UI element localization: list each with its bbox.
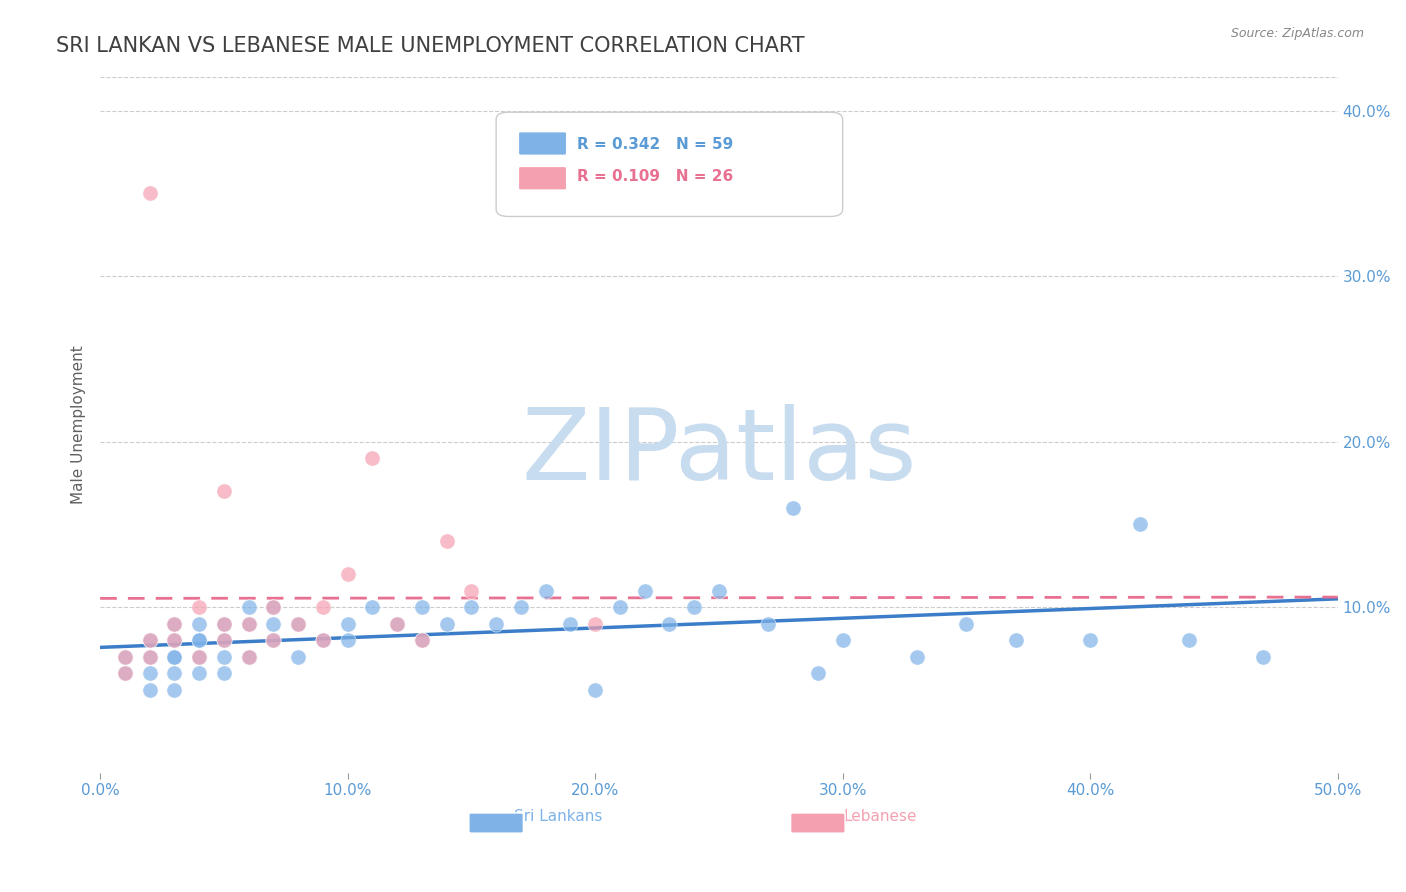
Text: R = 0.342   N = 59: R = 0.342 N = 59 <box>576 136 733 152</box>
Point <box>955 616 977 631</box>
Point <box>163 649 186 664</box>
Point <box>1253 649 1275 664</box>
Point <box>560 616 582 631</box>
Point <box>361 451 384 466</box>
Point <box>262 633 284 648</box>
Point <box>163 633 186 648</box>
Point <box>114 649 136 664</box>
Point <box>460 583 482 598</box>
Point <box>212 484 235 499</box>
Point <box>188 633 211 648</box>
Point <box>1178 633 1201 648</box>
Point <box>385 616 408 631</box>
Text: ZIPatlas: ZIPatlas <box>522 404 917 501</box>
Point <box>436 533 458 548</box>
Point <box>633 583 655 598</box>
Point <box>114 666 136 681</box>
Point <box>138 633 160 648</box>
Point <box>609 600 631 615</box>
Y-axis label: Male Unemployment: Male Unemployment <box>72 346 86 504</box>
Point <box>212 649 235 664</box>
Point <box>385 616 408 631</box>
Point <box>188 600 211 615</box>
Point <box>138 666 160 681</box>
FancyBboxPatch shape <box>519 132 567 155</box>
Point <box>163 666 186 681</box>
Text: Sri Lankans: Sri Lankans <box>513 809 602 824</box>
FancyBboxPatch shape <box>519 167 567 190</box>
Point <box>238 600 260 615</box>
Point <box>658 616 681 631</box>
Point <box>312 600 335 615</box>
Point <box>163 682 186 697</box>
Point <box>361 600 384 615</box>
Point <box>1005 633 1028 648</box>
Point <box>238 649 260 664</box>
Point <box>163 616 186 631</box>
Point <box>758 616 780 631</box>
Point <box>238 649 260 664</box>
FancyBboxPatch shape <box>470 813 523 833</box>
Point <box>287 649 309 664</box>
Point <box>312 633 335 648</box>
Point <box>905 649 928 664</box>
Point <box>460 600 482 615</box>
Point <box>287 616 309 631</box>
Text: Lebanese: Lebanese <box>844 809 917 824</box>
Point <box>485 616 508 631</box>
Point <box>287 616 309 631</box>
Point <box>1129 517 1152 532</box>
Point <box>138 633 160 648</box>
Point <box>336 633 359 648</box>
Point <box>188 649 211 664</box>
Point <box>188 649 211 664</box>
Point <box>188 633 211 648</box>
Point <box>238 616 260 631</box>
Point <box>534 583 557 598</box>
Point <box>212 633 235 648</box>
FancyBboxPatch shape <box>790 813 845 833</box>
Point <box>212 616 235 631</box>
Point <box>831 633 853 648</box>
Point <box>188 666 211 681</box>
Point <box>163 633 186 648</box>
Point <box>262 616 284 631</box>
Point <box>114 666 136 681</box>
Point <box>683 600 706 615</box>
Point <box>782 500 804 515</box>
Point <box>509 600 531 615</box>
Text: R = 0.109   N = 26: R = 0.109 N = 26 <box>576 169 733 184</box>
Point <box>238 616 260 631</box>
Point <box>807 666 830 681</box>
Point <box>411 633 433 648</box>
Point <box>163 649 186 664</box>
Point <box>188 616 211 631</box>
Point <box>212 616 235 631</box>
Point <box>163 616 186 631</box>
Point <box>436 616 458 631</box>
Point <box>138 682 160 697</box>
Point <box>212 666 235 681</box>
Point <box>336 616 359 631</box>
Point <box>312 633 335 648</box>
Point <box>583 682 606 697</box>
Point <box>707 583 730 598</box>
Point <box>114 649 136 664</box>
Text: SRI LANKAN VS LEBANESE MALE UNEMPLOYMENT CORRELATION CHART: SRI LANKAN VS LEBANESE MALE UNEMPLOYMENT… <box>56 36 804 55</box>
Point <box>262 600 284 615</box>
Point <box>336 567 359 582</box>
FancyBboxPatch shape <box>496 112 842 217</box>
Text: Source: ZipAtlas.com: Source: ZipAtlas.com <box>1230 27 1364 40</box>
Point <box>411 633 433 648</box>
Point <box>262 633 284 648</box>
Point <box>262 600 284 615</box>
Point <box>1078 633 1101 648</box>
Point <box>138 649 160 664</box>
Point <box>212 633 235 648</box>
Point <box>138 186 160 201</box>
Point <box>411 600 433 615</box>
Point <box>138 649 160 664</box>
Point <box>583 616 606 631</box>
